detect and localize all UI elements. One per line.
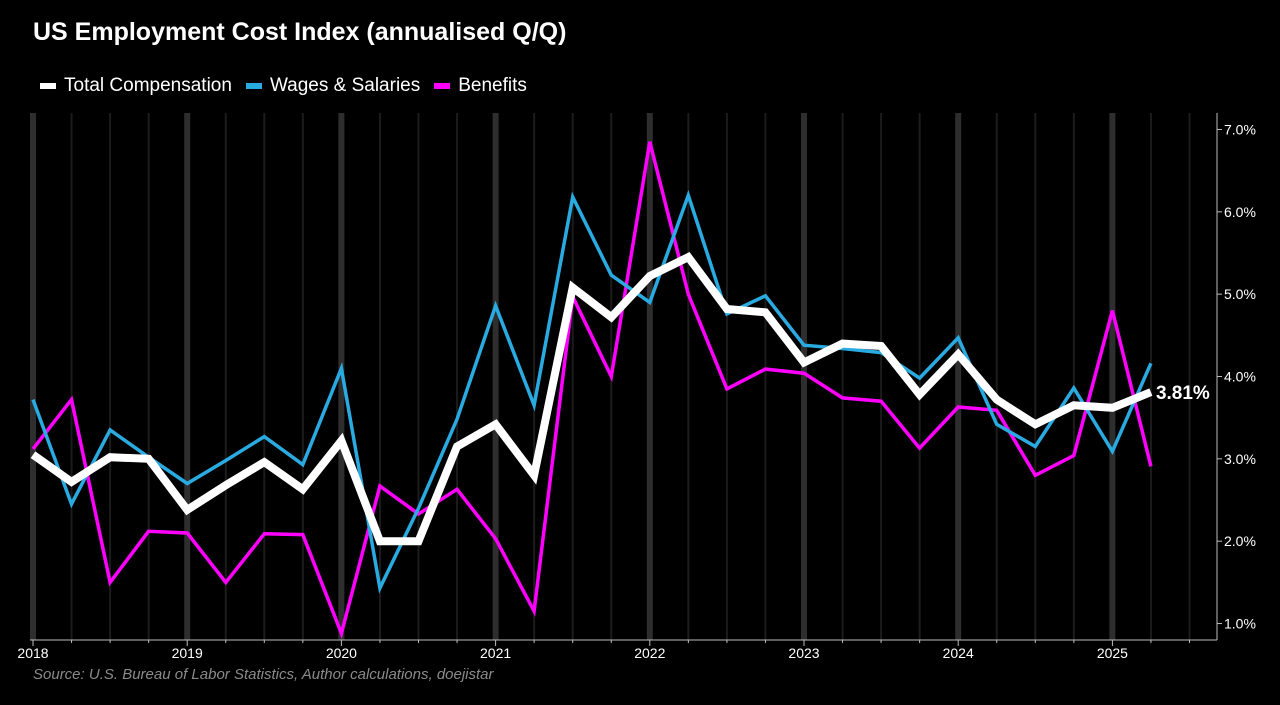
legend-item-wages-salaries[interactable]: Wages & Salaries — [245, 75, 421, 97]
quarter-gridline — [1149, 113, 1152, 640]
x-tick-label: 2021 — [480, 645, 511, 661]
gridline-bands — [30, 113, 1191, 640]
x-tick-label: 2022 — [634, 645, 665, 661]
quarter-gridline — [880, 113, 883, 640]
legend-item-total-compensation[interactable]: Total Compensation — [40, 75, 232, 97]
legend-label-benefits: Benefits — [458, 75, 527, 96]
quarter-gridline — [1072, 113, 1075, 640]
legend-label-wages-salaries: Wages & Salaries — [269, 75, 421, 96]
quarter-gridline — [224, 113, 227, 640]
x-tick-label: 2023 — [788, 645, 819, 661]
year-gridline — [801, 113, 807, 640]
end-value-label: 3.81% — [1156, 383, 1210, 404]
legend-label-total-compensation: Total Compensation — [64, 75, 232, 96]
quarter-gridline — [1188, 113, 1191, 640]
x-tick-label: 2018 — [17, 645, 48, 661]
axes — [30, 113, 1222, 646]
chart-title: US Employment Cost Index (annualised Q/Q… — [33, 18, 567, 46]
y-tick-label: 3.0% — [1224, 451, 1256, 467]
year-gridline — [955, 113, 962, 640]
quarter-gridline — [687, 113, 690, 640]
quarter-gridline — [571, 113, 574, 640]
series-line-total-compensation — [30, 252, 1153, 546]
quarter-gridline — [109, 113, 112, 640]
quarter-gridline — [456, 113, 459, 640]
quarter-gridline — [533, 113, 536, 640]
quarter-gridline — [995, 113, 998, 640]
quarter-gridline — [417, 113, 420, 640]
quarter-gridline — [1034, 113, 1037, 640]
quarter-gridline — [70, 113, 73, 640]
x-tick-label: 2019 — [172, 645, 203, 661]
legend-swatch-wages-salaries — [245, 83, 262, 89]
source-note: Source: U.S. Bureau of Labor Statistics,… — [33, 666, 494, 683]
year-gridline — [646, 113, 653, 640]
quarter-gridline — [764, 113, 767, 640]
quarter-gridline — [725, 113, 728, 640]
year-gridline — [1109, 113, 1116, 640]
quarter-gridline — [263, 113, 266, 640]
y-tick-label: 7.0% — [1224, 121, 1256, 137]
series-lines — [30, 141, 1153, 640]
y-tick-label: 4.0% — [1224, 369, 1256, 385]
legend-swatch-total-compensation — [40, 83, 56, 89]
series-line-wages-salaries — [31, 189, 1153, 594]
year-gridline — [184, 113, 191, 640]
y-tick-label: 6.0% — [1224, 204, 1256, 220]
x-tick-label: 2020 — [326, 645, 357, 661]
y-tick-label: 5.0% — [1224, 286, 1256, 302]
y-tick-label: 2.0% — [1224, 533, 1256, 549]
series-line-benefits — [31, 141, 1153, 640]
tick-labels: 2018 2019 2020 2021 2022 2023 2024 2025 1.0% 2.0%… — [17, 121, 1256, 661]
x-tick-label: 2024 — [943, 645, 974, 661]
y-tick-label: 1.0% — [1224, 616, 1256, 632]
legend-swatch-benefits — [434, 83, 451, 89]
quarter-gridline — [301, 113, 304, 640]
legend-item-benefits[interactable]: Benefits — [434, 75, 527, 97]
quarter-gridline — [378, 113, 381, 640]
quarter-gridline — [841, 113, 844, 640]
x-tick-label: 2025 — [1097, 645, 1128, 661]
year-gridline — [30, 113, 36, 640]
year-gridline — [492, 113, 499, 640]
quarter-gridline — [147, 113, 150, 640]
legend: Total Compensation Wages & Salaries Bene… — [40, 75, 541, 97]
